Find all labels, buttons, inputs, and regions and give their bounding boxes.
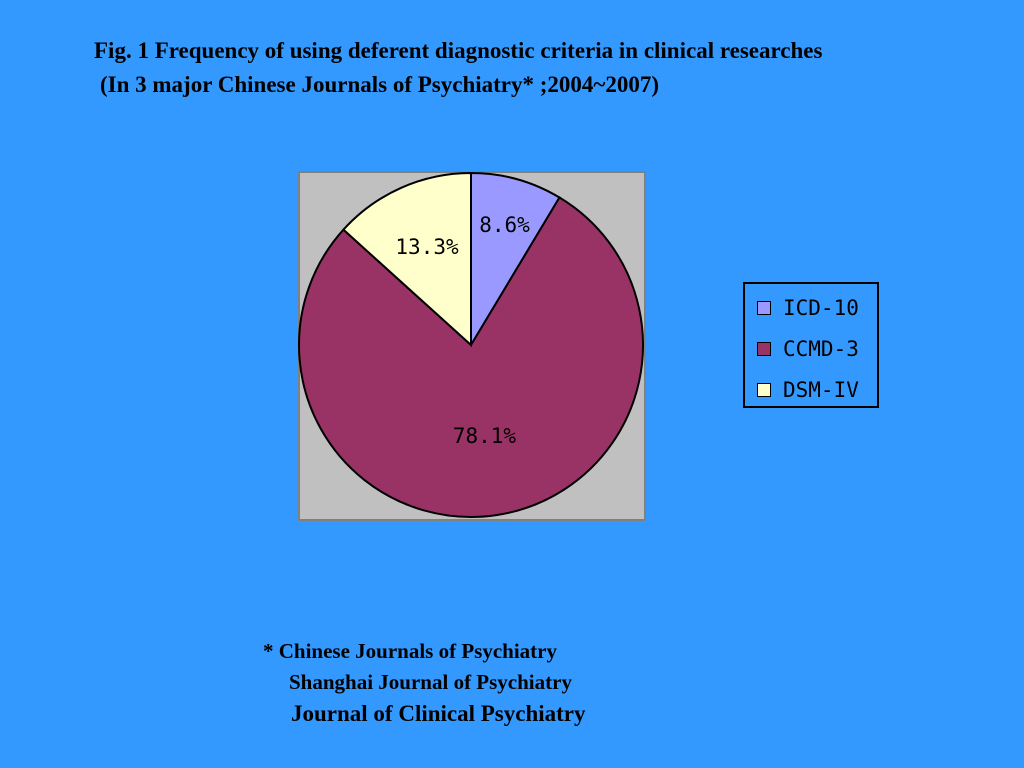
footnote-line-1: * Chinese Journals of Psychiatry — [263, 639, 557, 663]
footnote: * Chinese Journals of Psychiatry Shangha… — [263, 636, 586, 729]
legend-swatch-ccmd3 — [757, 342, 771, 356]
figure-title: Fig. 1 Frequency of using deferent diagn… — [94, 34, 822, 102]
legend-swatch-dsmiv — [757, 383, 771, 397]
legend-label-dsmiv: DSM-IV — [783, 378, 859, 402]
pie-chart: 8.6% 78.1% 13.3% — [298, 171, 646, 521]
title-line-2: (In 3 major Chinese Journals of Psychiat… — [100, 72, 660, 97]
pie-slice-icd10 — [470, 171, 561, 349]
pie-slice-ccmd3 — [298, 196, 644, 518]
data-label-dsmiv: 13.3% — [395, 235, 459, 259]
pie-slice-dsmiv — [342, 171, 472, 348]
data-label-icd10: 8.6% — [479, 213, 530, 237]
legend: ICD-10 CCMD-3 DSM-IV — [743, 282, 879, 408]
legend-label-ccmd3: CCMD-3 — [783, 337, 859, 361]
footnote-line-3: Journal of Clinical Psychiatry — [291, 701, 586, 726]
footnote-line-2: Shanghai Journal of Psychiatry — [289, 670, 572, 694]
title-line-1: Fig. 1 Frequency of using deferent diagn… — [94, 38, 823, 63]
legend-label-icd10: ICD-10 — [783, 296, 859, 320]
pie-chart-svg: 8.6% 78.1% 13.3% — [298, 171, 646, 521]
data-label-ccmd3: 78.1% — [453, 424, 517, 448]
legend-swatch-icd10 — [757, 301, 771, 315]
